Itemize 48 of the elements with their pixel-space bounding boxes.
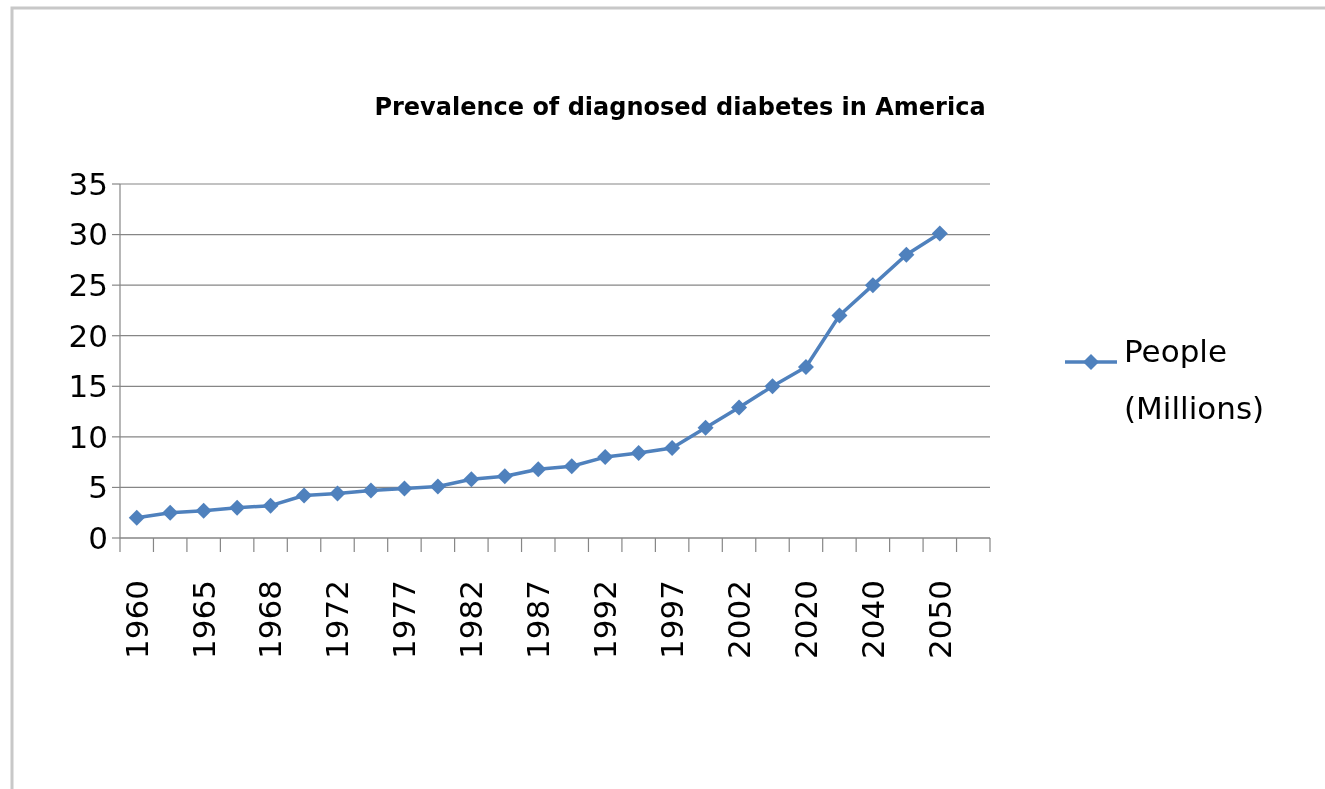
x-tick-label: 2050 (921, 580, 958, 659)
point (697, 419, 714, 436)
x-tick-label: 1997 (653, 580, 690, 659)
point (296, 487, 313, 504)
x-tick-label: 1992 (587, 580, 624, 659)
point (329, 485, 346, 502)
point (630, 445, 647, 462)
point (664, 439, 681, 456)
point (128, 509, 145, 526)
point (764, 378, 781, 395)
y-tick-label: 35 (68, 165, 108, 202)
point (831, 307, 848, 324)
point (563, 458, 580, 475)
x-tick-label: 1982 (453, 580, 490, 659)
point (530, 461, 547, 478)
x-tick-label: 1972 (319, 580, 356, 659)
x-tick-label: 1987 (520, 580, 557, 659)
legend-label: People (Millions) (1124, 333, 1265, 426)
y-tick-label: 15 (68, 368, 108, 405)
point (195, 502, 212, 519)
y-tick-label: 25 (68, 266, 108, 303)
point (162, 504, 179, 521)
point (864, 277, 881, 294)
point (463, 471, 480, 488)
y-tick-label: 10 (68, 418, 108, 455)
x-tick-label: 2040 (854, 580, 891, 659)
x-tick-label: 1965 (185, 580, 222, 659)
point (898, 246, 915, 263)
x-tick-label: 2002 (720, 580, 757, 659)
y-tick-label: 5 (88, 469, 108, 506)
point (362, 482, 379, 499)
point (429, 478, 446, 495)
point (797, 359, 814, 376)
point (396, 480, 413, 497)
y-tick-label: 30 (68, 216, 108, 253)
y-tick-label: 20 (68, 317, 108, 354)
point (731, 399, 748, 416)
point (931, 225, 948, 242)
x-tick-label: 1977 (386, 580, 423, 659)
chart-title: Prevalence of diagnosed diabetes in America (374, 93, 986, 121)
x-tick-label: 1960 (118, 580, 155, 659)
point (597, 449, 614, 466)
point (262, 497, 279, 514)
x-tick-label: 1968 (252, 580, 289, 659)
x-tick-label: 2020 (787, 580, 824, 659)
point (229, 499, 246, 516)
point (496, 468, 513, 485)
y-tick-label: 0 (88, 519, 108, 556)
